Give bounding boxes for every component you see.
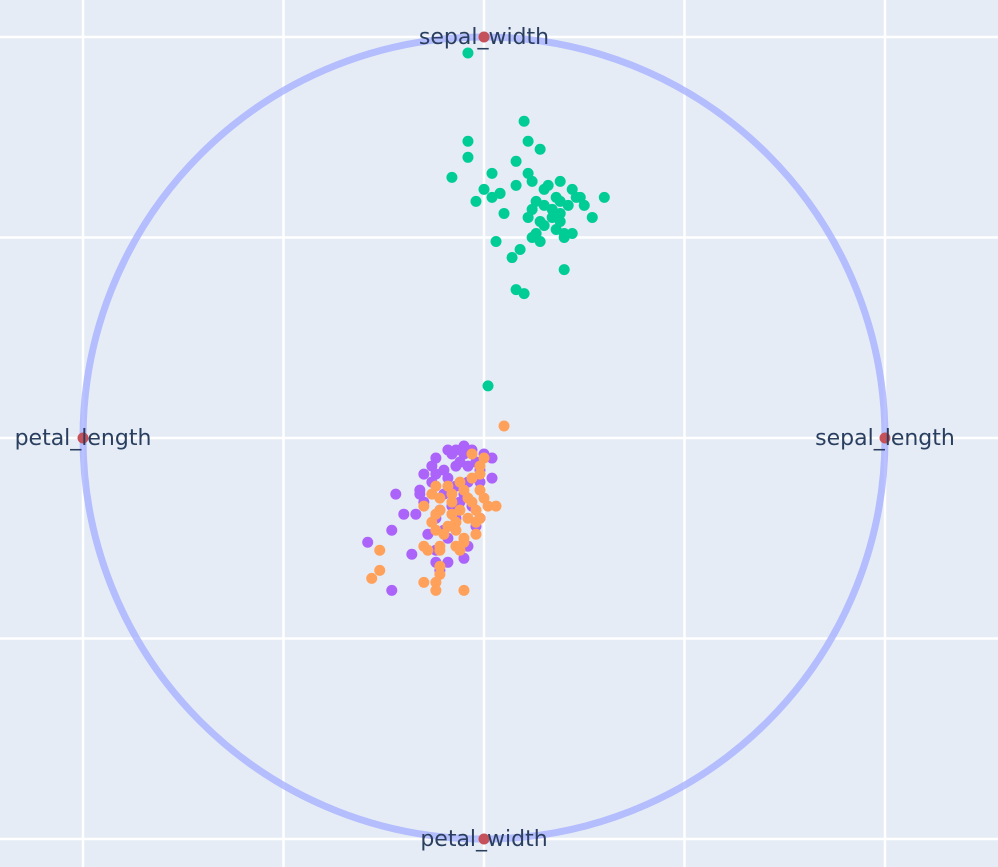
data-point — [546, 203, 558, 215]
anchor-marker — [478, 31, 490, 43]
data-point — [374, 564, 386, 576]
data-point — [462, 151, 474, 163]
data-point — [518, 288, 530, 300]
data-point — [494, 187, 506, 199]
data-point — [534, 236, 546, 248]
data-point — [446, 488, 458, 500]
data-points — [362, 47, 610, 596]
data-point — [526, 175, 538, 187]
data-point — [522, 211, 534, 223]
data-point — [462, 47, 474, 59]
anchor-label: petal_width — [420, 827, 547, 852]
data-point — [490, 500, 502, 512]
data-point — [598, 191, 610, 203]
anchor-label: petal_length — [15, 426, 152, 451]
data-point — [538, 219, 550, 231]
data-point — [446, 496, 458, 508]
data-point — [474, 460, 486, 472]
data-point — [478, 183, 490, 195]
data-point — [470, 528, 482, 540]
data-point — [558, 232, 570, 243]
data-point — [434, 568, 446, 580]
data-point — [462, 135, 474, 147]
data-point — [434, 492, 446, 504]
data-point — [450, 444, 462, 456]
data-point — [510, 155, 522, 167]
data-point — [482, 500, 494, 512]
data-point — [522, 135, 534, 147]
data-point — [366, 572, 378, 584]
data-point — [446, 171, 458, 183]
data-point — [390, 488, 402, 500]
data-point — [410, 508, 422, 520]
data-point — [418, 540, 430, 552]
data-point — [470, 195, 482, 207]
anchor-label: sepal_length — [815, 426, 955, 451]
data-point — [514, 244, 526, 256]
data-point — [558, 264, 570, 276]
data-point — [482, 380, 494, 392]
anchor-marker — [77, 432, 89, 444]
data-point — [414, 488, 426, 500]
data-point — [418, 468, 430, 480]
data-point — [586, 211, 598, 223]
data-point — [554, 175, 566, 187]
data-point — [534, 143, 546, 155]
data-point — [450, 540, 462, 552]
data-point — [430, 584, 442, 596]
data-point — [466, 472, 478, 484]
data-point — [418, 576, 430, 588]
data-point — [426, 460, 438, 472]
data-point — [578, 199, 590, 211]
data-point — [374, 544, 386, 556]
data-point — [486, 167, 498, 179]
data-point — [510, 179, 522, 191]
data-point — [486, 472, 498, 484]
anchor-marker — [478, 833, 490, 845]
data-point — [398, 508, 410, 520]
data-point — [386, 524, 398, 536]
data-point — [434, 560, 446, 572]
data-point — [442, 520, 454, 532]
data-point — [542, 179, 554, 191]
data-point — [490, 236, 502, 248]
anchor-markers — [77, 31, 891, 845]
data-point — [474, 512, 486, 524]
data-point — [450, 460, 462, 472]
data-point — [458, 584, 470, 596]
anchor-labels: sepal_width sepal_length petal_width petal_… — [15, 25, 955, 852]
anchor-label: sepal_width — [419, 25, 549, 50]
data-point — [498, 207, 510, 219]
data-point — [506, 252, 518, 264]
data-point — [518, 115, 530, 127]
data-point — [426, 516, 438, 528]
data-point — [406, 548, 418, 560]
data-point — [418, 500, 430, 512]
data-point — [442, 472, 454, 484]
data-point — [570, 191, 582, 203]
data-point — [362, 536, 374, 548]
data-point — [498, 420, 510, 432]
data-point — [466, 448, 478, 460]
data-point — [434, 540, 446, 552]
anchor-marker — [879, 432, 891, 444]
data-point — [462, 460, 474, 472]
data-point — [562, 199, 574, 211]
data-point — [386, 584, 398, 596]
